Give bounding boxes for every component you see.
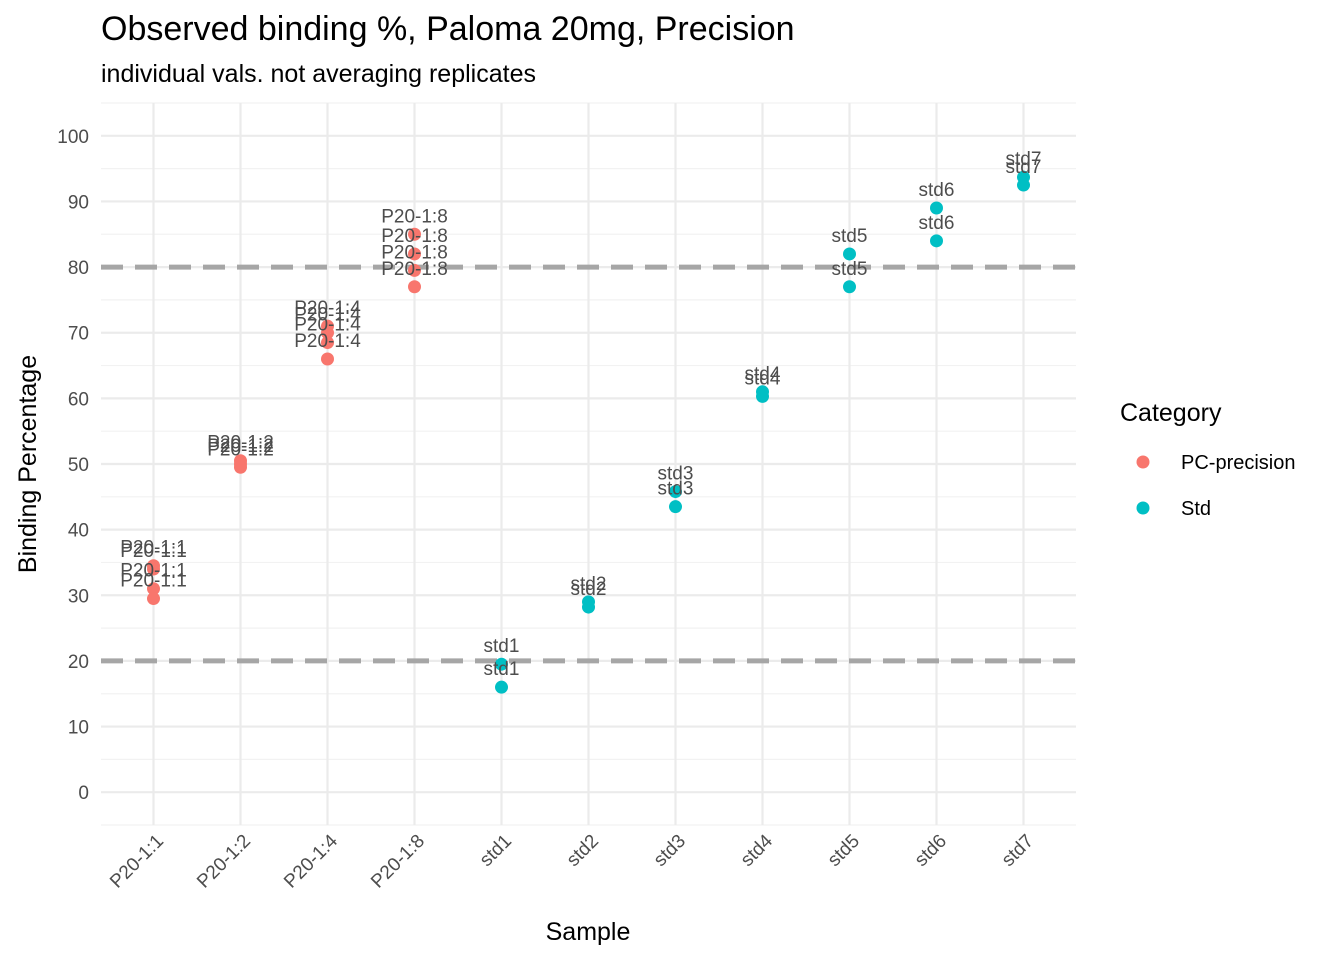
point-label: std4	[745, 364, 781, 385]
y-tick-label: 20	[68, 652, 89, 673]
point-label: std3	[658, 479, 694, 500]
data-point	[669, 485, 682, 499]
point-label: P20-1:1	[120, 541, 187, 562]
point-label: P20-1:4	[294, 331, 361, 352]
x-tick-label: std5	[824, 831, 864, 871]
point-label: std5	[832, 226, 868, 247]
data-point	[408, 247, 421, 261]
chart-subtitle: individual vals. not averaging replicate…	[101, 60, 536, 88]
x-tick-label: P20-1:4	[280, 830, 342, 892]
x-tick-label: P20-1:2	[193, 831, 255, 893]
y-tick-label: 100	[57, 127, 89, 148]
legend: Category PC-precision Std	[1120, 399, 1295, 520]
point-label: std1	[484, 659, 520, 680]
data-point	[930, 234, 943, 248]
point-label: P20-1:2	[207, 439, 274, 460]
data-point	[408, 263, 421, 277]
data-point	[1017, 178, 1030, 192]
y-tick-label: 10	[68, 718, 89, 739]
point-label: P20-1:2	[207, 436, 274, 457]
plot-panel: P20-1:1P20-1:1P20-1:1P20-1:1P20-1:2P20-1…	[101, 102, 1076, 826]
point-label: P20-1:4	[294, 305, 361, 326]
data-point	[756, 389, 769, 403]
y-tick-label: 70	[68, 324, 89, 345]
point-label: P20-1:4	[294, 315, 361, 336]
x-tick-label: P20-1:8	[367, 831, 429, 893]
legend-label: Std	[1181, 498, 1211, 520]
point-label: P20-1:1	[120, 571, 187, 592]
data-point	[669, 500, 682, 514]
data-point	[408, 227, 421, 241]
data-point	[234, 460, 247, 474]
point-label: std1	[484, 636, 520, 657]
point-label: std5	[832, 259, 868, 280]
point-label: P20-1:1	[120, 561, 187, 582]
point-label: std7	[1006, 149, 1042, 170]
data-point	[582, 600, 595, 614]
point-label: P20-1:8	[381, 226, 448, 247]
point-label: P20-1:8	[381, 206, 448, 227]
data-point	[321, 352, 334, 366]
data-point	[147, 582, 160, 596]
point-label: std2	[571, 579, 607, 600]
x-tick-label: std6	[911, 831, 951, 871]
y-tick-label: 0	[78, 783, 89, 804]
data-point	[408, 280, 421, 294]
data-point	[321, 336, 334, 350]
major-gridlines	[101, 103, 1076, 825]
x-tick-label: std7	[998, 831, 1038, 871]
legend-title: Category	[1120, 399, 1222, 427]
point-label: std3	[658, 464, 694, 485]
y-tick-label: 50	[68, 455, 89, 476]
y-tick-label: 40	[68, 521, 89, 542]
y-axis-ticks: 0 10 20 30 40 50 60 70 80 90 100	[57, 127, 89, 804]
data-point	[321, 326, 334, 340]
chart-title: Observed binding %, Paloma 20mg, Precisi…	[101, 10, 795, 48]
point-label: std4	[745, 368, 781, 389]
point-label: P20-1:8	[381, 242, 448, 263]
data-point	[930, 201, 943, 215]
point-label: std7	[1006, 157, 1042, 178]
x-axis-title: Sample	[546, 918, 631, 946]
data-point	[843, 247, 856, 261]
point-label: P20-1:1	[120, 538, 187, 559]
x-tick-label: P20-1:1	[106, 831, 168, 893]
x-tick-label: std3	[650, 831, 690, 871]
point-label: P20-1:2	[207, 433, 274, 454]
data-point	[495, 680, 508, 694]
threshold-lines	[101, 264, 1076, 664]
point-label: std2	[571, 574, 607, 595]
point-label: P20-1:8	[381, 259, 448, 280]
legend-key	[1136, 501, 1150, 515]
point-labels: P20-1:1P20-1:1P20-1:1P20-1:1P20-1:2P20-1…	[120, 149, 1041, 680]
x-tick-label: std4	[737, 830, 778, 871]
data-point	[495, 657, 508, 671]
y-axis-title: Binding Percentage	[14, 355, 42, 573]
x-axis-ticks: P20-1:1 P20-1:2 P20-1:4 P20-1:8 std1 std2 std3…	[106, 830, 1038, 892]
data-point	[843, 280, 856, 294]
legend-key	[1136, 455, 1150, 469]
legend-label: PC-precision	[1181, 452, 1295, 474]
y-tick-label: 80	[68, 258, 89, 279]
data-points	[147, 170, 1030, 694]
data-point	[147, 562, 160, 576]
y-tick-label: 60	[68, 389, 89, 410]
x-tick-label: std2	[563, 831, 603, 871]
point-label: std6	[919, 213, 955, 234]
y-tick-label: 30	[68, 586, 89, 607]
x-tick-label: std1	[476, 831, 516, 871]
point-label: std6	[919, 180, 955, 201]
point-label: P20-1:4	[294, 298, 361, 319]
y-tick-label: 90	[68, 192, 89, 213]
data-point	[147, 592, 160, 606]
